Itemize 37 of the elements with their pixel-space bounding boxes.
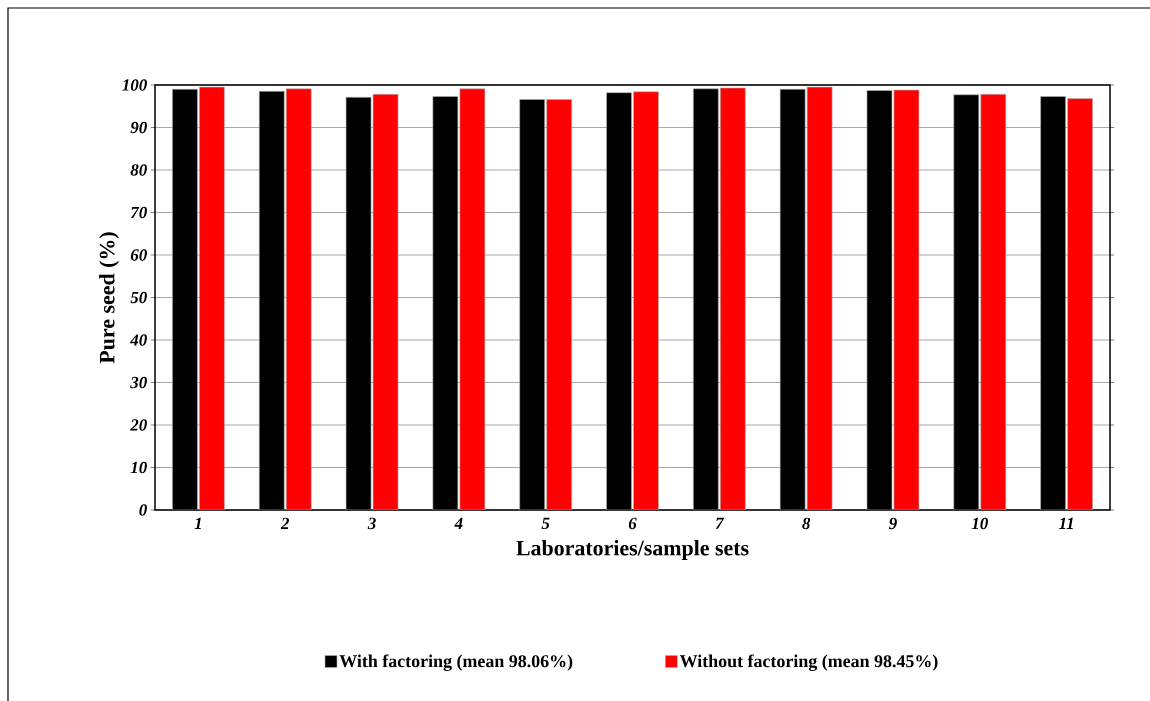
- x-tick-label: 3: [367, 517, 376, 530]
- bar: [199, 87, 225, 510]
- bar: [373, 94, 399, 510]
- x-tick-label: 9: [888, 517, 897, 530]
- bar: [286, 88, 312, 510]
- x-tick-label: 11: [1058, 517, 1073, 529]
- x-tick-label: 5: [541, 517, 550, 530]
- y-tick-label: 20: [130, 419, 147, 431]
- x-tick-label: 7: [715, 517, 725, 529]
- x-tick-label: 2: [280, 517, 290, 529]
- bar: [720, 87, 746, 510]
- y-tick-label: 40: [130, 334, 147, 346]
- x-tick-label: 1: [194, 517, 201, 529]
- y-tick-label: 50: [130, 291, 147, 304]
- y-tick-label: 10: [130, 461, 147, 474]
- x-tick-label: 8: [802, 517, 811, 530]
- x-tick-label: 10: [971, 517, 988, 530]
- y-axis-title: Pure seed (%): [99, 232, 119, 364]
- y-tick-label: 80: [130, 164, 147, 176]
- bar: [807, 87, 833, 510]
- x-tick-label: 6: [628, 517, 637, 530]
- x-axis-title: Laboratories/sample sets: [516, 540, 749, 560]
- bar: [633, 91, 659, 510]
- bar: [459, 88, 485, 510]
- y-tick-label: 60: [130, 249, 147, 261]
- y-tick-label: 90: [130, 121, 147, 134]
- bar: [893, 90, 919, 510]
- y-tick-label: 30: [130, 376, 147, 389]
- x-tick-label: 4: [454, 517, 463, 529]
- y-tick-label: 70: [131, 206, 147, 219]
- bar: [546, 99, 572, 510]
- bar: [980, 94, 1006, 510]
- y-tick-label: 0: [139, 504, 147, 516]
- y-tick-label: 100: [122, 79, 147, 91]
- legend-label: Without factoring (mean 98.45%): [679, 654, 938, 672]
- legend-label: With factoring (mean 98.06%): [339, 654, 573, 672]
- bar: [1067, 98, 1093, 510]
